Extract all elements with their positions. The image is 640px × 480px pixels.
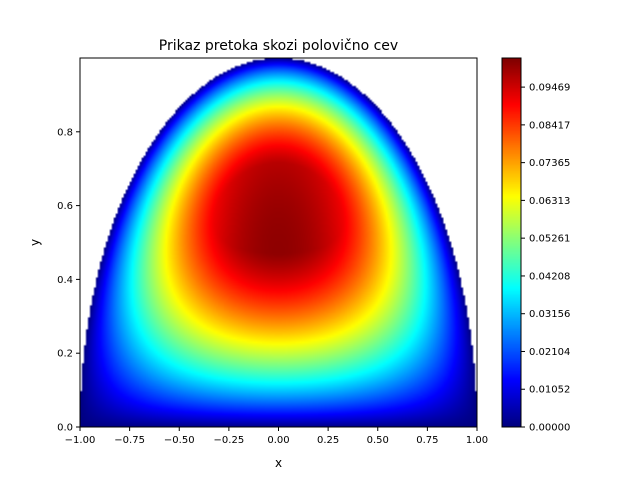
colorbar-tick-label: 0.03156 xyxy=(529,309,570,320)
colorbar-tick-label: 0.01052 xyxy=(529,385,570,396)
plot-area xyxy=(79,57,478,428)
colorbar-tick-label: 0.05261 xyxy=(529,234,570,245)
colorbar-frame xyxy=(501,57,522,428)
y-tick-label: 0.0 xyxy=(57,423,73,434)
colorbar-tick-label: 0.00000 xyxy=(529,423,570,434)
chart-title: Prikaz pretoka skozi polovično cev xyxy=(159,38,398,54)
x-tick-label: −0.75 xyxy=(114,435,145,446)
x-tick-label: 0.25 xyxy=(317,435,339,446)
x-tick-label: 0.75 xyxy=(416,435,438,446)
colorbar-gradient xyxy=(502,58,521,427)
y-axis-ticks: 0.0 0.2 0.4 0.6 0.8 xyxy=(57,127,80,434)
colorbar-tick-label: 0.06313 xyxy=(529,196,570,207)
colorbar-tick-label: 0.07365 xyxy=(529,158,570,169)
y-axis-label: y xyxy=(28,239,42,246)
y-tick-label: 0.6 xyxy=(57,201,73,212)
x-tick-label: −1.00 xyxy=(65,435,96,446)
colorbar-tick-label: 0.08417 xyxy=(529,120,570,131)
y-tick-label: 0.2 xyxy=(57,349,73,360)
colorbar-tick-label: 0.04208 xyxy=(529,271,570,282)
x-axis-label: x xyxy=(275,456,282,470)
y-tick-label: 0.4 xyxy=(57,275,73,286)
colorbar: 0.00000 0.01052 0.02104 0.03156 0.04208 0.052… xyxy=(501,57,570,434)
x-tick-label: 0.00 xyxy=(267,435,289,446)
x-axis-ticks: −1.00 −0.75 −0.50 −0.25 0.00 0.25 0.50 0.75 1.00 xyxy=(65,427,488,446)
x-tick-label: −0.25 xyxy=(214,435,245,446)
x-tick-label: 0.50 xyxy=(367,435,389,446)
colorbar-ticks: 0.00000 0.01052 0.02104 0.03156 0.04208 0.052… xyxy=(521,83,570,434)
x-tick-label: 1.00 xyxy=(466,435,488,446)
x-tick-label: −0.50 xyxy=(164,435,195,446)
y-tick-label: 0.8 xyxy=(57,127,73,138)
colorbar-tick-label: 0.02104 xyxy=(529,347,570,358)
heatmap-image xyxy=(80,58,477,427)
colorbar-tick-label: 0.09469 xyxy=(529,83,570,94)
